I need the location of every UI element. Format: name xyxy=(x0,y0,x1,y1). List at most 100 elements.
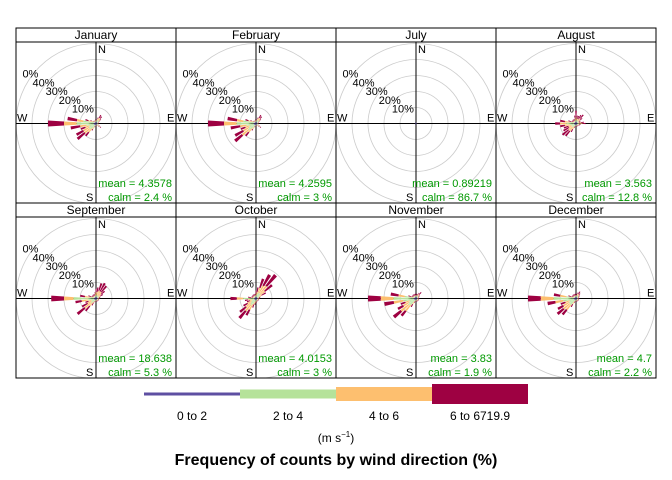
wedge-bin-4 xyxy=(255,301,257,304)
wedge-bin-1 xyxy=(414,297,416,299)
wedge-bin-3 xyxy=(416,295,418,297)
wedge-bin-2 xyxy=(94,296,95,298)
wedge-bin-3 xyxy=(94,295,95,297)
wedge-bin-2 xyxy=(393,297,414,300)
wedge-bin-4 xyxy=(412,295,414,297)
wedge-bin-1 xyxy=(576,297,578,299)
wedge-bin-4 xyxy=(572,295,574,297)
wedge-bin-2 xyxy=(243,297,255,300)
wedge-bin-4 xyxy=(578,291,581,295)
wedge-bin-4 xyxy=(258,122,260,123)
wedge-bin-3 xyxy=(253,296,255,298)
wedge-bin-2 xyxy=(89,124,95,130)
wedge-bin-2 xyxy=(88,298,95,301)
wedge-bin-3 xyxy=(577,124,578,126)
wedge-bin-4 xyxy=(75,300,83,304)
wedge-bin-4 xyxy=(259,116,263,119)
wedge-bin-2 xyxy=(416,295,419,298)
wedge-bin-2 xyxy=(414,296,416,298)
wedge-bin-4 xyxy=(246,300,251,303)
wedge-bin-3 xyxy=(244,304,252,312)
wedge-bin-4 xyxy=(255,290,257,294)
wedge-bin-4 xyxy=(576,125,578,127)
ring-label: 0% xyxy=(342,244,358,256)
wedge-bin-4 xyxy=(252,295,254,297)
wedge-bin-3 xyxy=(573,121,575,123)
wedge-bin-2 xyxy=(572,297,575,299)
compass-s: S xyxy=(246,192,253,204)
wedge-bin-4 xyxy=(575,110,577,118)
wedge-bin-4 xyxy=(251,128,254,131)
wedge-bin-1 xyxy=(416,122,417,124)
wedge-bin-3 xyxy=(578,124,580,125)
wedge-bin-4 xyxy=(98,124,100,126)
wedge-bin-3 xyxy=(248,120,252,123)
wedge-bin-1 xyxy=(576,297,578,299)
unit-label-exponent: −1 xyxy=(341,430,351,439)
wedge-bin-1 xyxy=(575,298,576,300)
speed-legend: 0 to 2 2 to 4 4 to 6 6 to 6719.9 xyxy=(144,384,528,423)
wedge-bin-4 xyxy=(578,295,580,297)
wedge-bin-3 xyxy=(257,299,258,301)
wedge-bin-2 xyxy=(94,121,96,123)
compass-n: N xyxy=(258,44,266,56)
wedge-bin-4 xyxy=(94,293,96,296)
wedge-bin-1 xyxy=(253,123,256,125)
wedge-bin-2 xyxy=(246,123,254,126)
wedge-bin-4 xyxy=(253,294,255,296)
wedge-bin-2 xyxy=(569,121,575,124)
wedge-bin-3 xyxy=(88,128,93,133)
wedge-bin-4 xyxy=(418,292,420,295)
wedge-bin-4 xyxy=(414,293,416,296)
wedge-bin-3 xyxy=(414,300,416,302)
wedge-bin-4 xyxy=(97,300,98,302)
ring-label: 10% xyxy=(552,279,574,291)
wedge-bin-3 xyxy=(97,299,98,301)
wedge-bin-1 xyxy=(254,298,256,300)
wedge-bin-1 xyxy=(94,123,96,126)
compass-n: N xyxy=(578,219,586,231)
wedge-bin-3 xyxy=(253,296,255,298)
wedge-bin-3 xyxy=(97,291,101,296)
wedge-bin-1 xyxy=(415,123,416,125)
ring-label: 0% xyxy=(502,244,518,256)
wedge-bin-3 xyxy=(574,295,576,297)
wedge-bin-2 xyxy=(576,299,578,301)
wedge-bin-1 xyxy=(416,297,418,299)
ring-label: 30% xyxy=(206,86,228,98)
wedge-bin-4 xyxy=(257,300,258,302)
wedge-bin-1 xyxy=(256,123,258,125)
wedge-bin-1 xyxy=(253,122,256,124)
wedge-bin-4 xyxy=(254,120,256,122)
wedge-bin-1 xyxy=(95,297,96,299)
wedge-bin-2 xyxy=(253,297,255,299)
wedge-bin-1 xyxy=(415,122,416,124)
wedge-bin-3 xyxy=(576,293,578,296)
wedge-bin-3 xyxy=(565,300,571,303)
wedge-bin-1 xyxy=(574,122,576,124)
wedge-bin-2 xyxy=(576,295,579,298)
wedge-bin-2 xyxy=(574,121,576,123)
wedge-bin-1 xyxy=(254,297,256,299)
wedge-bin-1 xyxy=(94,298,96,300)
wedge-bin-1 xyxy=(256,121,258,124)
wedge-bin-3 xyxy=(94,300,96,302)
wedge-bin-2 xyxy=(93,297,95,298)
wedge-bin-1 xyxy=(256,123,258,125)
wedge-bin-1 xyxy=(255,122,256,124)
wedge-bin-2 xyxy=(257,297,259,299)
legend-label-1: 0 to 2 xyxy=(177,409,207,423)
wedge-bin-3 xyxy=(540,296,554,301)
wedge-bin-4 xyxy=(568,120,572,123)
wedge-bin-4 xyxy=(408,295,412,298)
wedge-bin-1 xyxy=(576,121,577,124)
ring-label: 10% xyxy=(232,279,254,291)
wedge-bin-2 xyxy=(576,120,578,123)
compass-w: W xyxy=(497,288,508,300)
wedge-bin-1 xyxy=(95,123,96,126)
wedge-bin-1 xyxy=(574,297,576,299)
mean-label: mean = 3.563 xyxy=(584,178,652,190)
wedge-bin-2 xyxy=(576,295,578,298)
